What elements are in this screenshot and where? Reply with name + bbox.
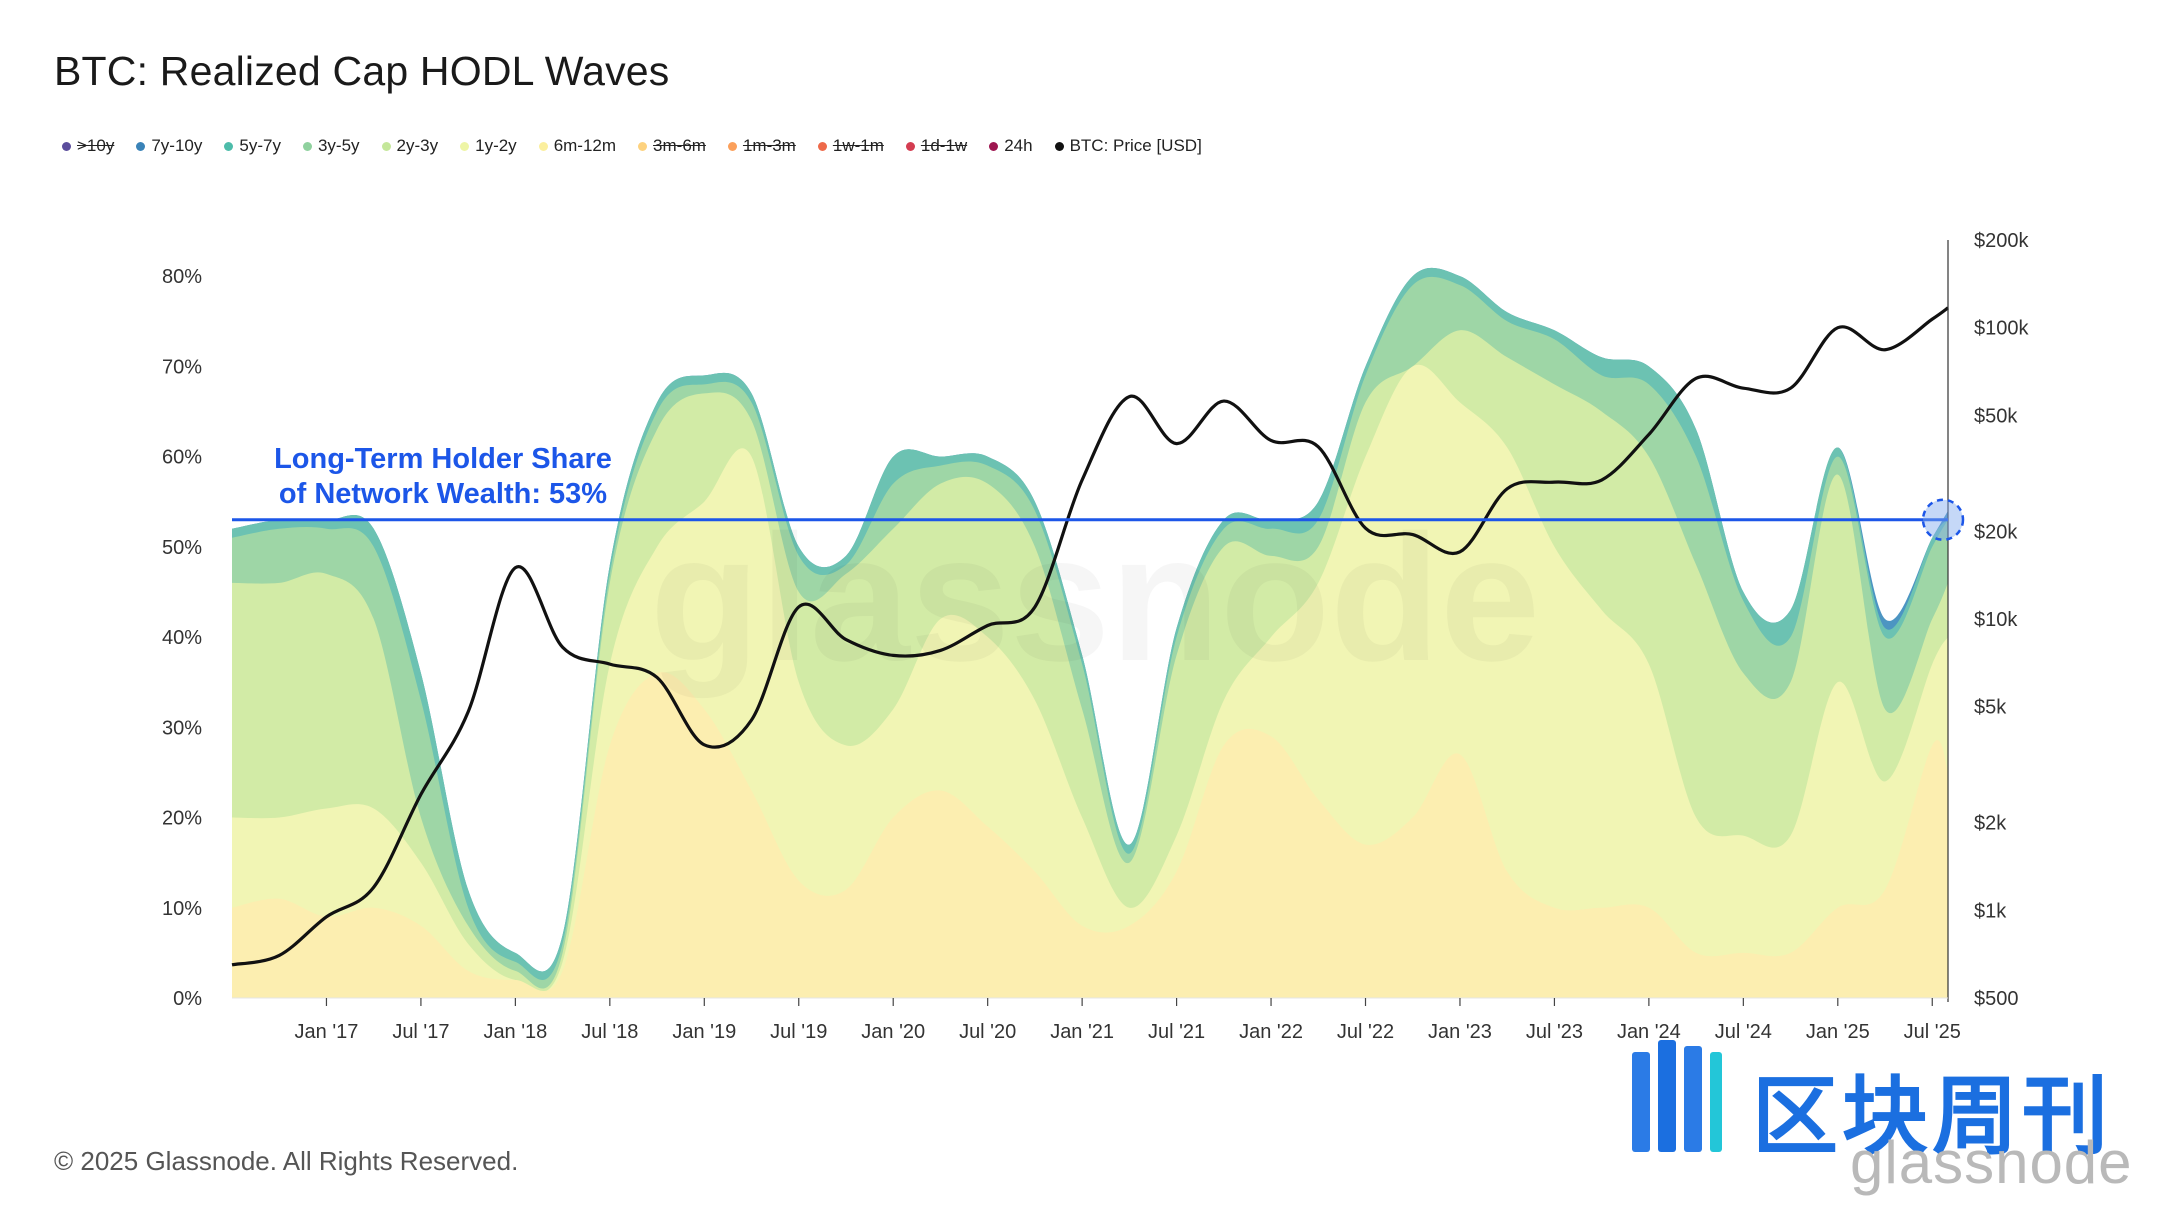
y-left-tick-label: 20%	[162, 808, 202, 830]
x-tick-label: Jan '21	[1050, 1021, 1114, 1043]
copyright-text: © 2025 Glassnode. All Rights Reserved.	[54, 1146, 519, 1176]
y-right-tick-label: $100k	[1974, 318, 2029, 340]
y-right-tick-label: $500	[1974, 988, 2019, 1010]
legend-label: 1m-3m	[742, 136, 796, 155]
price-layer	[231, 306, 1949, 967]
legend: >10y 7y-10y 5y-7y 3y-5y 2y-3y 1y-2y 6m-12m 3m-6…	[62, 136, 1202, 156]
legend-item[interactable]: 1m-3m	[727, 136, 796, 156]
legend-label: 2y-3y	[396, 136, 439, 155]
legend-label: 24h	[1004, 136, 1033, 155]
x-tick-label: Jul '19	[770, 1021, 827, 1043]
area-layer	[232, 267, 1948, 999]
x-tick-label: Jul '20	[959, 1021, 1016, 1043]
x-tick-label: Jul '22	[1337, 1021, 1394, 1043]
annotation-line-2: of Network Wealth: 53%	[279, 478, 607, 510]
legend-item[interactable]: 3y-5y	[302, 136, 360, 156]
watermark-logo-text: glassnode	[1850, 1129, 2133, 1196]
y-right-tick-label: $50k	[1974, 405, 2018, 427]
x-tick-label: Jul '24	[1715, 1021, 1772, 1043]
legend-dot-icon	[1054, 141, 1064, 151]
x-tick-label: Jan '23	[1428, 1021, 1492, 1043]
axis-layer: 0% 10% 20% 30% 40% 50% 60% 70% 80% $500 $1k $2k $5k $…	[162, 230, 2030, 1043]
area-series-6m-12m	[232, 672, 1948, 998]
legend-dot-icon	[638, 141, 648, 151]
x-tick-label: Jan '19	[672, 1021, 736, 1043]
logo-text: 区块周刊	[1752, 1069, 2112, 1165]
annotation-line-1: Long-Term Holder Share	[274, 443, 612, 475]
legend-dot-icon	[224, 141, 234, 151]
legend-label: 3y-5y	[317, 136, 360, 155]
legend-item[interactable]: 1y-2y	[460, 136, 517, 156]
legend-label: 5y-7y	[239, 136, 281, 155]
legend-label: 3m-6m	[653, 136, 706, 155]
x-tick-label: Jan '18	[483, 1021, 547, 1043]
y-right-tick-label: $20k	[1974, 521, 2018, 543]
chart-title: BTC: Realized Cap HODL Waves	[54, 48, 670, 94]
y-left-tick-label: 50%	[162, 537, 202, 559]
x-tick-label: Jan '24	[1617, 1021, 1681, 1043]
watermark-text: glassnode	[650, 498, 1540, 699]
legend-item[interactable]: 6m-12m	[538, 136, 617, 156]
legend-label: 7y-10y	[151, 136, 203, 155]
legend-dot-icon	[62, 141, 71, 151]
x-tick-label: Jul '25	[1904, 1021, 1961, 1043]
x-tick-label: Jul '21	[1148, 1021, 1205, 1043]
legend-dot-icon	[302, 141, 312, 151]
legend-label: 1y-2y	[475, 136, 517, 155]
x-tick-label: Jul '23	[1526, 1021, 1583, 1043]
y-left-tick-label: 70%	[162, 356, 202, 378]
legend-label: 1w-1m	[832, 136, 884, 155]
legend-dot-icon	[538, 141, 548, 151]
x-tick-label: Jul '17	[392, 1021, 449, 1043]
legend-dot-icon	[460, 141, 470, 151]
legend-item[interactable]: 24h	[989, 136, 1033, 156]
y-right-tick-label: $1k	[1974, 900, 2007, 922]
y-left-tick-label: 0%	[173, 988, 202, 1010]
y-left-tick-label: 60%	[162, 447, 202, 469]
legend-item[interactable]: 5y-7y	[224, 136, 281, 156]
legend-item[interactable]: BTC: Price [USD]	[1054, 136, 1202, 156]
y-left-tick-label: 10%	[162, 898, 202, 920]
logo-icon	[1632, 1040, 1722, 1152]
price-line	[231, 306, 1949, 967]
y-right-tick-label: $200k	[1974, 230, 2029, 252]
x-tick-label: Jan '22	[1239, 1021, 1303, 1043]
y-right-tick-label: $2k	[1974, 813, 2007, 835]
y-left-tick-label: 40%	[162, 627, 202, 649]
x-tick-label: Jul '18	[581, 1021, 638, 1043]
legend-dot-icon	[905, 141, 915, 151]
y-right-tick-label: $10k	[1974, 609, 2018, 631]
legend-item[interactable]: >10y	[62, 136, 114, 156]
legend-item[interactable]: 3m-6m	[638, 136, 706, 156]
x-tick-label: Jan '25	[1806, 1021, 1870, 1043]
legend-item[interactable]: 2y-3y	[381, 136, 439, 156]
legend-dot-icon	[381, 141, 391, 151]
x-tick-label: Jan '20	[861, 1021, 925, 1043]
legend-item[interactable]: 1w-1m	[817, 136, 884, 156]
legend-item[interactable]: 1d-1w	[905, 136, 968, 156]
legend-label: >10y	[77, 136, 115, 155]
y-left-tick-label: 80%	[162, 266, 202, 288]
legend-dot-icon	[989, 141, 999, 151]
legend-dot-icon	[817, 141, 827, 151]
legend-label: 6m-12m	[553, 136, 617, 155]
annotation-layer: Long-Term Holder Share of Network Wealth…	[232, 443, 1965, 541]
legend-dot-icon	[136, 141, 146, 151]
legend-label: 1d-1w	[920, 136, 968, 155]
y-right-tick-label: $5k	[1974, 697, 2007, 719]
legend-dot-icon	[727, 141, 737, 151]
x-tick-label: Jan '17	[295, 1021, 359, 1043]
lth-share-marker[interactable]	[1921, 498, 1965, 541]
legend-label: BTC: Price [USD]	[1069, 136, 1202, 155]
legend-item[interactable]: 7y-10y	[136, 136, 202, 156]
y-left-tick-label: 30%	[162, 717, 202, 739]
